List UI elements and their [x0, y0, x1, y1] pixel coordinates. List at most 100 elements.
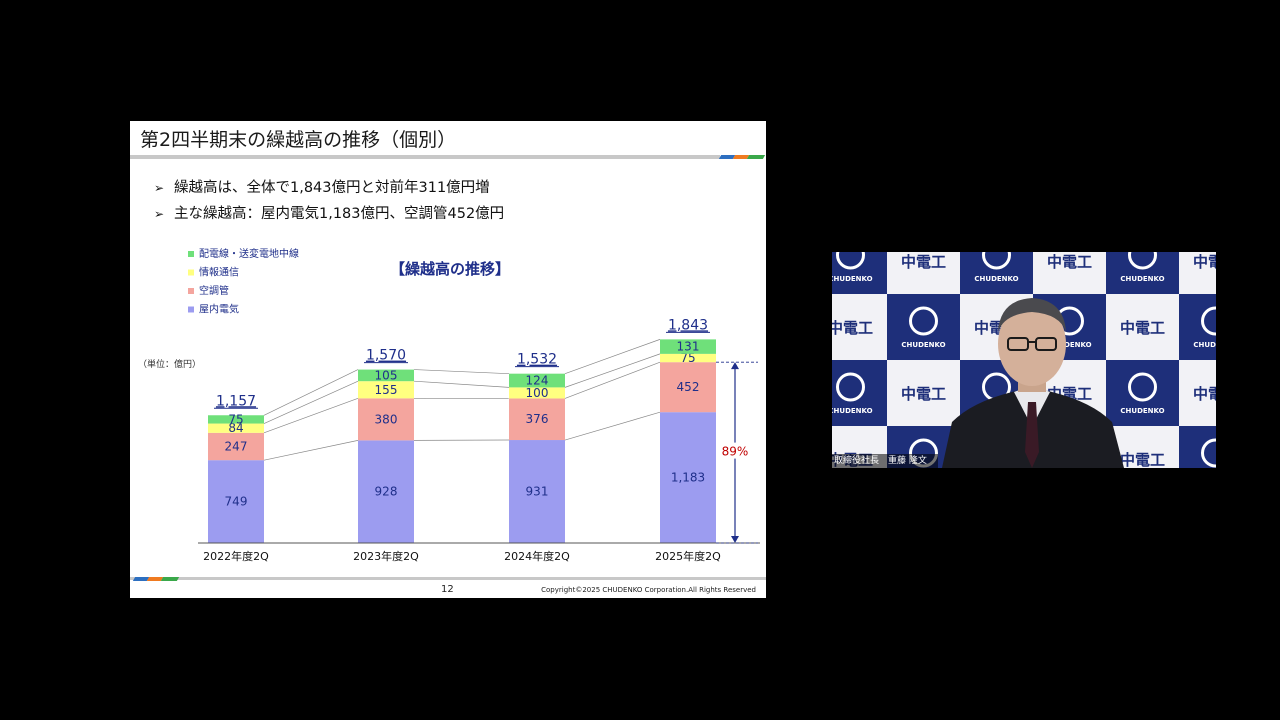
data-label: 75: [228, 412, 243, 426]
chudenko-logo-icon: [1128, 372, 1157, 402]
backdrop-logo-text: 中電工: [1193, 253, 1216, 271]
bullet-mark: ➢: [154, 181, 165, 195]
backdrop-tile: [1106, 252, 1179, 294]
chudenko-logo-icon: [836, 372, 865, 402]
backdrop-logo-text: CHUDENKO: [901, 341, 945, 349]
bullet-2: ➢ 主な繰越高：屋内電気1,183億円、空調管452億円: [154, 202, 504, 223]
annotation-label: 89%: [722, 445, 749, 459]
backdrop-logo-text: CHUDENKO: [974, 275, 1018, 283]
annotation-bg: [719, 442, 751, 459]
data-label: 124: [526, 374, 549, 388]
connector-line: [564, 353, 661, 388]
connector-line: [413, 369, 510, 375]
backdrop-logo-text: 中電工: [1193, 385, 1216, 403]
connector-line: [413, 380, 510, 388]
footer-stripe-green: [160, 577, 180, 581]
legend-label: 情報通信: [199, 266, 239, 279]
presentation-slide: 第2四半期末の繰越高の推移（個別） ➢ 繰越高は、全体で1,843億円と対前年31…: [130, 121, 766, 598]
data-label: 247: [225, 440, 248, 454]
legend-label: 空調管: [199, 284, 229, 297]
legend-swatch: [188, 269, 194, 276]
bar-segment: [660, 353, 716, 363]
backdrop-tile: [1179, 360, 1216, 426]
presenter-glasses-right: [1035, 337, 1057, 351]
backdrop-logo-text: CHUDENKO: [1120, 407, 1164, 415]
annotation-arrow-up: [731, 362, 739, 370]
backdrop-logo-text: CHUDENKO: [1120, 275, 1164, 283]
chudenko-logo-icon: [1128, 252, 1157, 270]
bar-segment: [208, 432, 264, 461]
backdrop-tile: [832, 360, 887, 426]
backdrop-logo-text: CHUDENKO: [1193, 341, 1216, 349]
backdrop-logo-text: 中電工: [901, 253, 946, 271]
backdrop-tile: [887, 360, 960, 426]
backdrop-tile: [1179, 294, 1216, 360]
data-label: 105: [375, 368, 398, 382]
data-label: 131: [677, 340, 700, 354]
x-tick-label: 2022年度2Q: [203, 549, 269, 563]
connector-line: [263, 398, 359, 434]
backdrop-logo-text: 中電工: [1120, 451, 1165, 468]
backdrop-tile: [1106, 294, 1179, 360]
backdrop-logo-text: 中電工: [1120, 319, 1165, 337]
connector-line: [263, 380, 359, 424]
backdrop-logo-text: 中電工: [1047, 253, 1092, 271]
bar-segment: [208, 415, 264, 424]
footer-rule: [130, 577, 766, 580]
total-label: 1,843: [668, 317, 708, 333]
connector-line: [263, 369, 359, 416]
backdrop-tile: [1106, 360, 1179, 426]
connector-line: [564, 339, 661, 375]
bullet-1-text: 繰越高は、全体で1,843億円と対前年311億円増: [174, 180, 490, 196]
presenter-glasses-left: [1007, 337, 1029, 351]
presenter-caption: 取締役社長 重藤 隆文: [832, 454, 938, 468]
page-number: 12: [441, 584, 454, 595]
annotation-arrow-down: [731, 536, 739, 543]
chudenko-logo-icon: [836, 252, 865, 270]
x-tick-label: 2025年度2Q: [655, 549, 721, 563]
data-label: 155: [375, 383, 398, 397]
copyright-text: Copyright©2025 CHUDENKO Corporation.All …: [541, 586, 756, 594]
bullet-mark: ➢: [154, 207, 165, 221]
total-label: 1,157: [216, 393, 256, 409]
data-label: 928: [375, 485, 398, 499]
backdrop-tile: [1179, 426, 1216, 468]
legend-label: 配電線・送変電地中線: [199, 247, 299, 260]
backdrop-tile: [832, 294, 887, 360]
bar-segment: [509, 398, 565, 441]
legend-label: 屋内電気: [199, 303, 239, 316]
total-label: 1,532: [517, 352, 557, 368]
backdrop-logo-text: CHUDENKO: [832, 407, 873, 415]
backdrop-tile: [960, 252, 1033, 294]
data-label: 84: [228, 421, 243, 435]
data-label: 75: [680, 351, 695, 365]
bar-segment: [208, 460, 264, 543]
presenter-face: [998, 302, 1066, 386]
bar-segment: [358, 381, 414, 399]
chudenko-logo-icon: [1201, 306, 1216, 336]
bar-segment: [358, 440, 414, 543]
slide-title: 第2四半期末の繰越高の推移（個別）: [140, 129, 457, 151]
bar-segment: [358, 398, 414, 441]
x-tick-label: 2023年度2Q: [353, 549, 419, 563]
x-tick-label: 2024年度2Q: [504, 549, 570, 563]
bar-segment: [509, 373, 565, 388]
chart-title: 【繰越高の推移】: [390, 260, 510, 278]
backdrop-tile: [887, 252, 960, 294]
backdrop-logo-text: 中電工: [832, 319, 873, 337]
data-label: 452: [677, 380, 700, 394]
chudenko-logo-icon: [982, 252, 1011, 270]
connector-line: [564, 411, 661, 441]
chudenko-logo-icon: [909, 306, 938, 336]
bar-segment: [509, 387, 565, 399]
presenter-frame: CHUDENKO中電工CHUDENKO中電工CHUDENKO中電工中電工CHUD…: [832, 252, 1216, 468]
bar-segment: [660, 362, 716, 413]
chudenko-logo-icon: [1201, 438, 1216, 468]
total-label: 1,570: [366, 348, 406, 364]
bar-segment: [509, 440, 565, 543]
bar-segment: [208, 423, 264, 433]
backdrop-tile: [832, 252, 887, 294]
backdrop-tile: [887, 294, 960, 360]
